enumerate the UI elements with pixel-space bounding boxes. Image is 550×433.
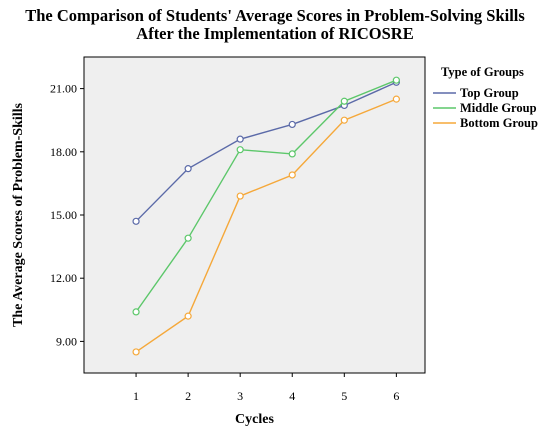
y-axis: 9.00 12.00 15.00 18.00 21.00 — [50, 82, 84, 348]
y-axis-title: The Average Scores of Problem-Skills — [11, 102, 26, 327]
data-point — [236, 192, 244, 200]
data-point — [184, 165, 192, 173]
data-point — [340, 97, 348, 105]
y-tick-label: 9.00 — [56, 334, 77, 348]
y-tick-label: 21.00 — [50, 82, 77, 96]
legend-label: Middle Group — [460, 101, 537, 115]
chart-title-line-1: The Comparison of Students' Average Scor… — [25, 6, 525, 25]
data-point — [340, 116, 348, 124]
data-point — [236, 135, 244, 143]
legend-item: Middle Group — [433, 101, 537, 115]
data-point — [184, 234, 192, 242]
chart-title-line-2: After the Implementation of RICOSRE — [136, 24, 414, 43]
legend-item: Bottom Group — [433, 116, 538, 130]
x-tick-label: 1 — [133, 389, 139, 403]
data-point — [132, 348, 140, 356]
data-point — [392, 95, 400, 103]
x-tick-label: 3 — [237, 389, 243, 403]
legend-item: Top Group — [433, 86, 519, 100]
series-1 — [132, 76, 400, 316]
data-point — [288, 150, 296, 158]
x-tick-label: 2 — [185, 389, 191, 403]
x-tick-label: 5 — [341, 389, 347, 403]
series-2 — [132, 95, 400, 356]
data-point — [236, 146, 244, 154]
data-point — [392, 76, 400, 84]
x-tick-label: 6 — [393, 389, 399, 403]
series-line — [135, 79, 397, 313]
plot-area — [83, 56, 426, 374]
y-tick-label: 12.00 — [50, 271, 77, 285]
legend-label: Bottom Group — [460, 116, 538, 130]
x-axis: 1 2 3 4 5 6 — [133, 373, 399, 403]
legend-label: Top Group — [460, 86, 519, 100]
series-layer — [132, 76, 400, 356]
data-point — [288, 120, 296, 129]
series-line — [135, 81, 397, 222]
series-line — [135, 98, 397, 353]
x-tick-label: 4 — [289, 389, 295, 403]
legend-title: Type of Groups — [441, 65, 524, 79]
data-point — [132, 308, 140, 316]
x-axis-title: Cycles — [235, 412, 274, 427]
data-point — [288, 171, 296, 179]
y-tick-label: 15.00 — [50, 208, 77, 222]
y-tick-label: 18.00 — [50, 145, 77, 159]
data-point — [132, 217, 140, 225]
data-point — [184, 312, 192, 320]
